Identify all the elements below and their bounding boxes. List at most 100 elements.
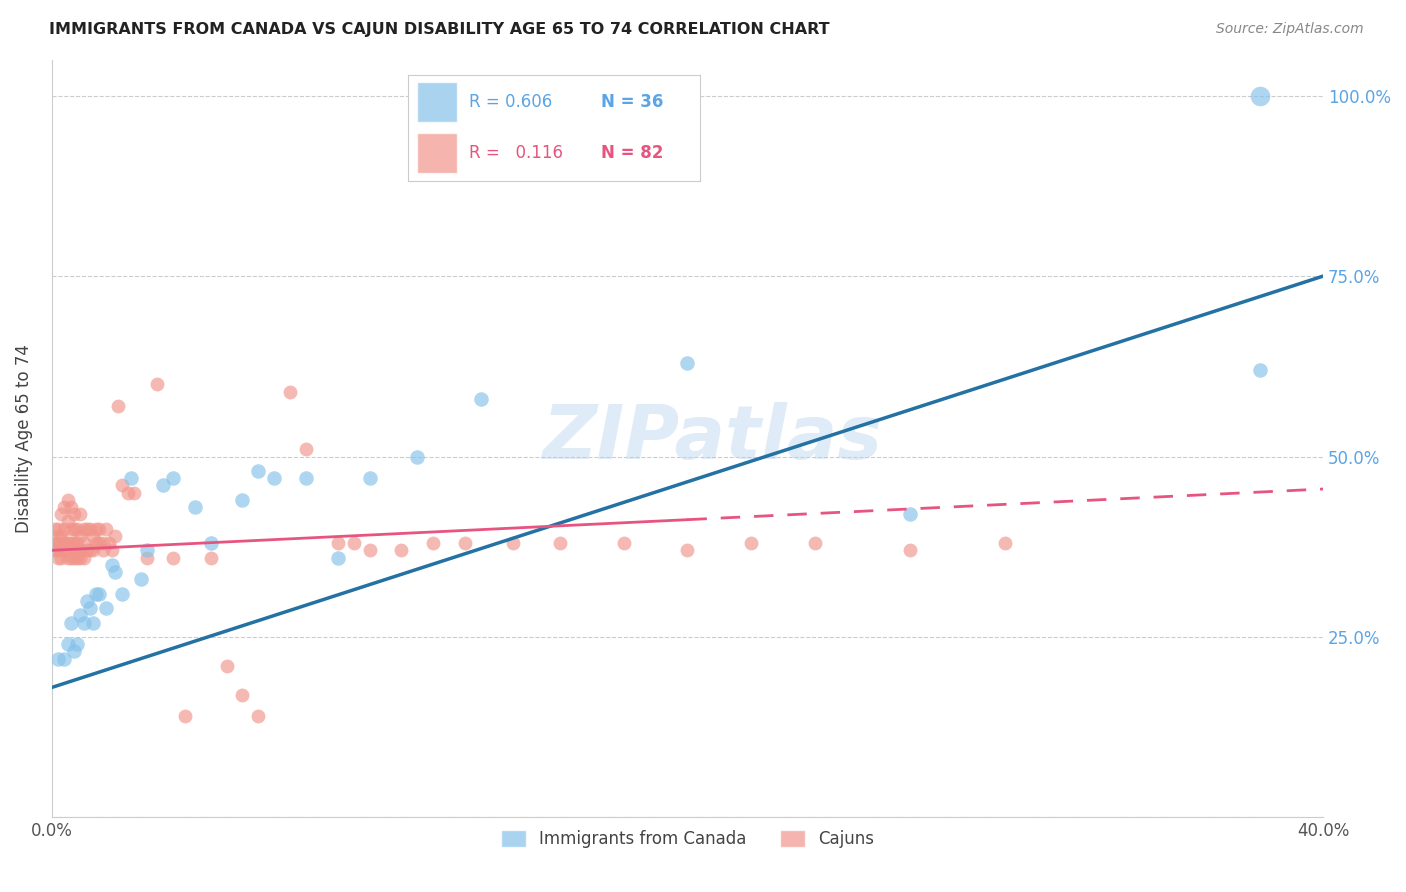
Point <box>994 536 1017 550</box>
Point <box>470 392 492 406</box>
Point <box>63 543 86 558</box>
Point <box>46 550 69 565</box>
Point <box>66 550 89 565</box>
Point <box>59 522 82 536</box>
Point <box>69 543 91 558</box>
Point <box>120 471 142 485</box>
Point <box>104 565 127 579</box>
Point <box>46 651 69 665</box>
Point <box>56 550 79 565</box>
Point <box>295 442 318 457</box>
Point <box>174 709 197 723</box>
Point <box>84 522 107 536</box>
Point <box>247 709 270 723</box>
Point <box>89 522 111 536</box>
Point <box>63 550 86 565</box>
Point <box>44 543 66 558</box>
Point <box>76 543 98 558</box>
Point <box>676 543 699 558</box>
Point <box>69 550 91 565</box>
Point <box>72 536 94 550</box>
Point <box>89 536 111 550</box>
Point <box>46 522 69 536</box>
Point <box>76 522 98 536</box>
Point <box>84 587 107 601</box>
Point <box>63 536 86 550</box>
Point <box>53 543 76 558</box>
Text: ZIPatlas: ZIPatlas <box>543 402 883 475</box>
Point <box>550 536 572 550</box>
Point <box>326 550 349 565</box>
Point <box>231 688 253 702</box>
Point <box>51 529 73 543</box>
Point <box>231 492 253 507</box>
Point <box>101 543 124 558</box>
Point <box>59 500 82 514</box>
Point <box>136 550 159 565</box>
Point <box>295 471 318 485</box>
Point <box>104 529 127 543</box>
Point <box>215 658 238 673</box>
Point <box>69 508 91 522</box>
Point <box>184 500 207 514</box>
Point <box>613 536 636 550</box>
Point <box>124 485 146 500</box>
Point <box>129 572 152 586</box>
Point <box>53 536 76 550</box>
Point <box>79 522 101 536</box>
Point <box>59 536 82 550</box>
Point <box>278 384 301 399</box>
Point <box>94 522 117 536</box>
Point <box>66 637 89 651</box>
Point <box>53 651 76 665</box>
Point <box>59 615 82 630</box>
Point <box>91 543 114 558</box>
Point <box>56 536 79 550</box>
Point <box>66 543 89 558</box>
Point <box>56 637 79 651</box>
Point <box>111 478 134 492</box>
Point <box>63 508 86 522</box>
Point <box>162 471 184 485</box>
Point <box>152 478 174 492</box>
Point <box>1249 363 1271 377</box>
Point <box>72 615 94 630</box>
Point <box>63 522 86 536</box>
Point <box>44 536 66 550</box>
Point <box>117 485 139 500</box>
Point <box>107 399 129 413</box>
Point <box>803 536 825 550</box>
Point <box>66 536 89 550</box>
Point <box>898 508 921 522</box>
Point <box>898 543 921 558</box>
Point <box>44 522 66 536</box>
Point <box>66 522 89 536</box>
Point <box>44 536 66 550</box>
Point <box>69 529 91 543</box>
Point <box>740 536 762 550</box>
Point <box>200 550 222 565</box>
Point <box>51 543 73 558</box>
Point <box>46 536 69 550</box>
Text: IMMIGRANTS FROM CANADA VS CAJUN DISABILITY AGE 65 TO 74 CORRELATION CHART: IMMIGRANTS FROM CANADA VS CAJUN DISABILI… <box>49 22 830 37</box>
Point <box>53 500 76 514</box>
Point <box>359 543 381 558</box>
Point <box>79 601 101 615</box>
Point <box>59 550 82 565</box>
Point <box>389 543 412 558</box>
Point <box>72 550 94 565</box>
Point <box>94 601 117 615</box>
Point <box>326 536 349 550</box>
Point <box>359 471 381 485</box>
Point <box>676 356 699 370</box>
Point <box>162 550 184 565</box>
Point <box>51 550 73 565</box>
Point <box>82 543 104 558</box>
Point <box>91 536 114 550</box>
Point <box>76 594 98 608</box>
Point <box>63 644 86 658</box>
Point <box>454 536 477 550</box>
Point <box>72 522 94 536</box>
Point <box>51 508 73 522</box>
Point <box>56 515 79 529</box>
